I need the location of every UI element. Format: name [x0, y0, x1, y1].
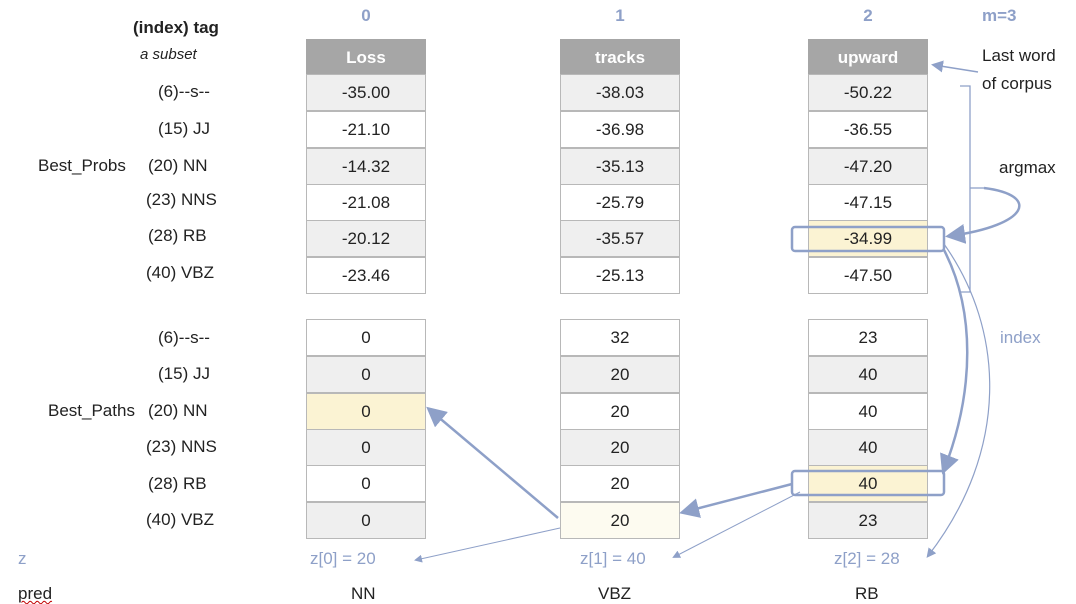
best-probs-cell: -35.57	[560, 220, 680, 257]
best-probs-cell: -50.22	[808, 74, 928, 111]
column-header-tracks: tracks	[560, 39, 680, 74]
argmax-highlight-box	[790, 225, 946, 253]
last-word-annotation-line2: of corpus	[982, 74, 1052, 93]
tag-label: (28) RB	[148, 474, 207, 493]
best-probs-cell: -20.12	[306, 220, 426, 257]
index-tag-header: (index) tag	[133, 18, 219, 37]
argmax-to-path-arrow	[940, 249, 969, 475]
argmax-bracket	[960, 85, 971, 293]
best-probs-cell: -35.13	[560, 148, 680, 185]
pred-value-1: VBZ	[598, 584, 632, 603]
m-label: m=3	[982, 6, 1017, 25]
best-probs-cell: -23.46	[306, 257, 426, 294]
index-annotation: index	[1000, 328, 1041, 347]
best-probs-cell: -14.32	[306, 148, 426, 185]
best-probs-label: Best_Probs	[38, 156, 126, 175]
best-paths-cell: 23	[808, 502, 928, 539]
best-probs-cell: -25.13	[560, 257, 680, 294]
pred-value-2: RB	[855, 584, 879, 603]
tag-label: (20) NN	[148, 156, 208, 175]
best-paths-cell: 32	[560, 319, 680, 356]
tag-label: (15) JJ	[158, 119, 210, 138]
tag-label: (6)--s--	[158, 328, 210, 347]
best-paths-cell: 40	[808, 356, 928, 393]
best-paths-cell-selected: 20	[560, 502, 680, 539]
best-paths-cell: 23	[808, 319, 928, 356]
argmax-annotation: argmax	[999, 158, 1056, 177]
col-index-0: 0	[361, 6, 371, 25]
last-word-arrow	[931, 60, 979, 73]
tag-label: (6)--s--	[158, 82, 210, 101]
best-probs-cell: -21.10	[306, 111, 426, 148]
best-probs-cell: -36.98	[560, 111, 680, 148]
index-arrow	[926, 243, 991, 558]
z-arrow-1	[672, 491, 801, 558]
best-probs-cell: -25.79	[560, 184, 680, 221]
best-paths-cell: 20	[560, 393, 680, 430]
tag-label: (28) RB	[148, 226, 207, 245]
pred-value-0: NN	[351, 584, 376, 603]
argmax-arrow	[945, 186, 1021, 244]
column-header-upward: upward	[808, 39, 928, 74]
best-probs-cell: -47.20	[808, 148, 928, 185]
best-paths-label: Best_Paths	[48, 401, 135, 420]
z-value-2: z[2] = 28	[834, 549, 900, 568]
best-paths-cell: 20	[560, 465, 680, 502]
z-arrow-0	[414, 527, 561, 563]
backtrack-arrow-2-to-1	[679, 482, 793, 518]
tag-label: (23) NNS	[146, 437, 217, 456]
best-paths-cell: 0	[306, 465, 426, 502]
best-probs-cell: -47.15	[808, 184, 928, 221]
best-probs-cell: -47.50	[808, 257, 928, 294]
tag-label: (23) NNS	[146, 190, 217, 209]
best-paths-cell: 0	[306, 502, 426, 539]
subset-label: a subset	[140, 46, 197, 63]
z-value-0: z[0] = 20	[310, 549, 376, 568]
tag-label: (20) NN	[148, 401, 208, 420]
best-probs-cell: -35.00	[306, 74, 426, 111]
z-label: z	[18, 549, 27, 568]
tag-label: (40) VBZ	[146, 510, 215, 529]
col-index-2: 2	[863, 6, 873, 25]
best-paths-cell: 0	[306, 356, 426, 393]
best-paths-cell: 40	[808, 429, 928, 466]
backtrack-arrow-1-to-0	[426, 406, 559, 519]
col-index-1: 1	[615, 6, 625, 25]
pred-label: pred	[18, 584, 53, 603]
best-probs-cell: -36.55	[808, 111, 928, 148]
tag-label: (15) JJ	[158, 364, 210, 383]
z-value-1: z[1] = 40	[580, 549, 646, 568]
tag-label: (40) VBZ	[146, 263, 215, 282]
best-paths-cell: 40	[808, 393, 928, 430]
best-probs-cell: -21.08	[306, 184, 426, 221]
last-word-annotation-line1: Last word	[982, 46, 1056, 65]
best-probs-cell: -38.03	[560, 74, 680, 111]
column-header-loss: Loss	[306, 39, 426, 74]
path-highlight-box	[790, 469, 946, 497]
best-paths-cell: 20	[560, 356, 680, 393]
best-paths-cell: 0	[306, 319, 426, 356]
